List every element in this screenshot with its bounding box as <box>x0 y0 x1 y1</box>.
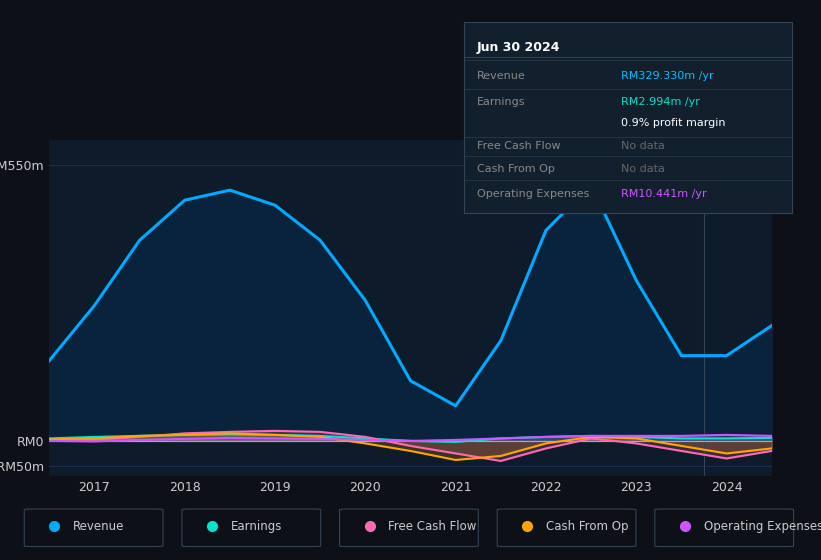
Text: Free Cash Flow: Free Cash Flow <box>477 141 561 151</box>
Text: Cash From Op: Cash From Op <box>546 520 629 533</box>
Text: No data: No data <box>621 164 665 174</box>
Text: Revenue: Revenue <box>73 520 125 533</box>
Text: Earnings: Earnings <box>231 520 282 533</box>
Text: Revenue: Revenue <box>477 71 525 81</box>
Text: 0.9% profit margin: 0.9% profit margin <box>621 118 726 128</box>
Text: Earnings: Earnings <box>477 97 525 108</box>
Text: RM329.330m /yr: RM329.330m /yr <box>621 71 714 81</box>
Text: Cash From Op: Cash From Op <box>477 164 555 174</box>
Text: Operating Expenses: Operating Expenses <box>704 520 821 533</box>
Text: Jun 30 2024: Jun 30 2024 <box>477 41 561 54</box>
Text: RM2.994m /yr: RM2.994m /yr <box>621 97 700 108</box>
Text: Operating Expenses: Operating Expenses <box>477 189 589 199</box>
Text: RM10.441m /yr: RM10.441m /yr <box>621 189 707 199</box>
Text: Free Cash Flow: Free Cash Flow <box>388 520 477 533</box>
Text: No data: No data <box>621 141 665 151</box>
